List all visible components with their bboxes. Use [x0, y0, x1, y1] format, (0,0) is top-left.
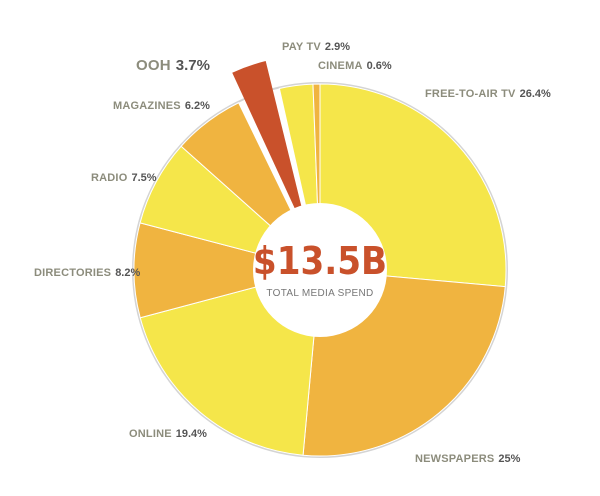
slice-label-free-to-air-tv: FREE-TO-AIR TV 26.4% — [425, 88, 551, 100]
slice-label-online: ONLINE 19.4% — [129, 428, 207, 440]
slice-label-directories: DIRECTORIES 8.2% — [34, 267, 140, 279]
chart-center-hole — [253, 203, 387, 337]
total-spend-label: TOTAL MEDIA SPEND — [266, 288, 373, 299]
slice-ooh — [232, 61, 311, 242]
chart-outer-ring — [132, 82, 508, 458]
slice-label-pay-tv: PAY TV 2.9% — [282, 41, 350, 53]
slice-label-magazines: MAGAZINES 6.2% — [113, 100, 210, 112]
slice-label-ooh: OOH 3.7% — [136, 57, 210, 74]
slice-label-radio: RADIO 7.5% — [91, 172, 157, 184]
slice-label-cinema: CINEMA 0.6% — [318, 60, 392, 72]
slice-directories — [133, 222, 322, 319]
total-spend-value: $13.5B — [253, 239, 387, 283]
slice-label-newspapers: NEWSPAPERS 25% — [415, 453, 521, 465]
